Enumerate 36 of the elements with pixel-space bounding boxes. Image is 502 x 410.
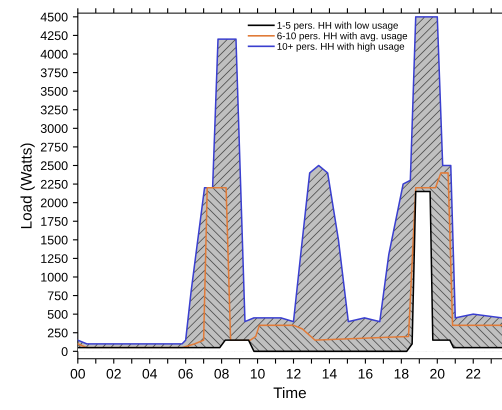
- legend-label: 10+ pers. HH with high usage: [278, 42, 404, 52]
- x-tick-label: 02: [106, 368, 121, 379]
- y-tick-label: 4500: [40, 12, 68, 22]
- y-tick-label: 250: [48, 328, 68, 338]
- y-tick-label: 4250: [40, 31, 68, 40]
- y-tick-label: 1250: [41, 254, 68, 264]
- y-tick-label: 1750: [41, 217, 68, 226]
- x-tick-label: 10: [250, 368, 265, 379]
- y-tick-label: 2500: [40, 161, 68, 170]
- x-tick-label: 20: [430, 368, 444, 379]
- x-axis-title: Time: [274, 386, 306, 398]
- y-tick-label: 2000: [40, 198, 68, 208]
- y-tick-label: 3250: [40, 106, 68, 114]
- y-tick-label: 3750: [40, 68, 68, 78]
- y-tick-label: 2250: [40, 180, 68, 189]
- y-tick-label: 750: [48, 291, 68, 300]
- x-tick-label: 18: [394, 368, 408, 379]
- x-tick-label: 14: [322, 368, 337, 379]
- y-tick-label: 4000: [40, 50, 68, 59]
- y-axis-title: Load (Watts): [20, 143, 35, 228]
- legend-label: 1-5 pers. HH with low usage: [278, 22, 398, 31]
- y-tick-label: 3000: [40, 124, 68, 133]
- x-tick-label: 08: [214, 368, 229, 379]
- x-tick-label: 22: [466, 368, 480, 379]
- x-tick-label: 12: [286, 368, 301, 379]
- x-tick-label: 00: [70, 368, 85, 379]
- x-tick-label: 06: [178, 368, 193, 379]
- y-tick-label: 1500: [41, 236, 68, 244]
- legend-label: 6-10 pers. HH with avg. usage: [277, 32, 408, 42]
- y-tick-label: 500: [48, 310, 68, 319]
- x-tick-label: 04: [142, 368, 158, 379]
- y-tick-label: 3500: [40, 86, 68, 96]
- y-tick-label: 1000: [41, 272, 68, 282]
- y-tick-label: 0: [62, 347, 68, 356]
- y-tick-label: 2750: [40, 142, 68, 152]
- x-tick-label: 16: [358, 368, 373, 379]
